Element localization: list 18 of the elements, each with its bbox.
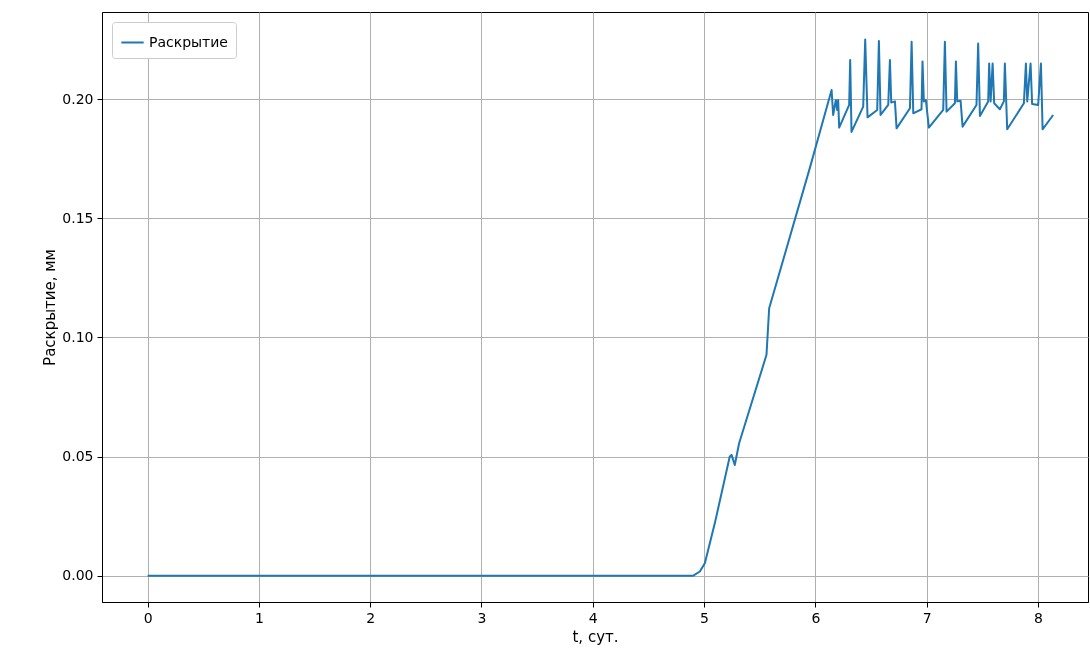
x-tick-label: 3	[477, 609, 487, 626]
x-tick-label: 7	[922, 609, 932, 626]
x-tick-label: 2	[366, 609, 376, 626]
x-axis-title: t, сут.	[572, 627, 619, 646]
x-tick-label: 5	[700, 609, 710, 626]
y-tick-label: 0.10	[62, 328, 94, 345]
line-series	[146, 38, 1055, 577]
y-tick-label: 0.15	[62, 209, 94, 226]
y-tick-label: 0.05	[62, 448, 94, 465]
legend-label: Раскрытие	[149, 33, 228, 50]
y-axis-title: Раскрытие, мм	[41, 249, 60, 366]
y-tick-label: 0.20	[62, 90, 94, 107]
x-tick-label: 1	[254, 609, 264, 626]
x-tick-label: 0	[143, 609, 153, 626]
x-tick-label: 6	[811, 609, 821, 626]
y-tick-label: 0.00	[62, 567, 94, 584]
x-tick-label: 4	[588, 609, 598, 626]
x-tick-label: 8	[1033, 609, 1043, 626]
